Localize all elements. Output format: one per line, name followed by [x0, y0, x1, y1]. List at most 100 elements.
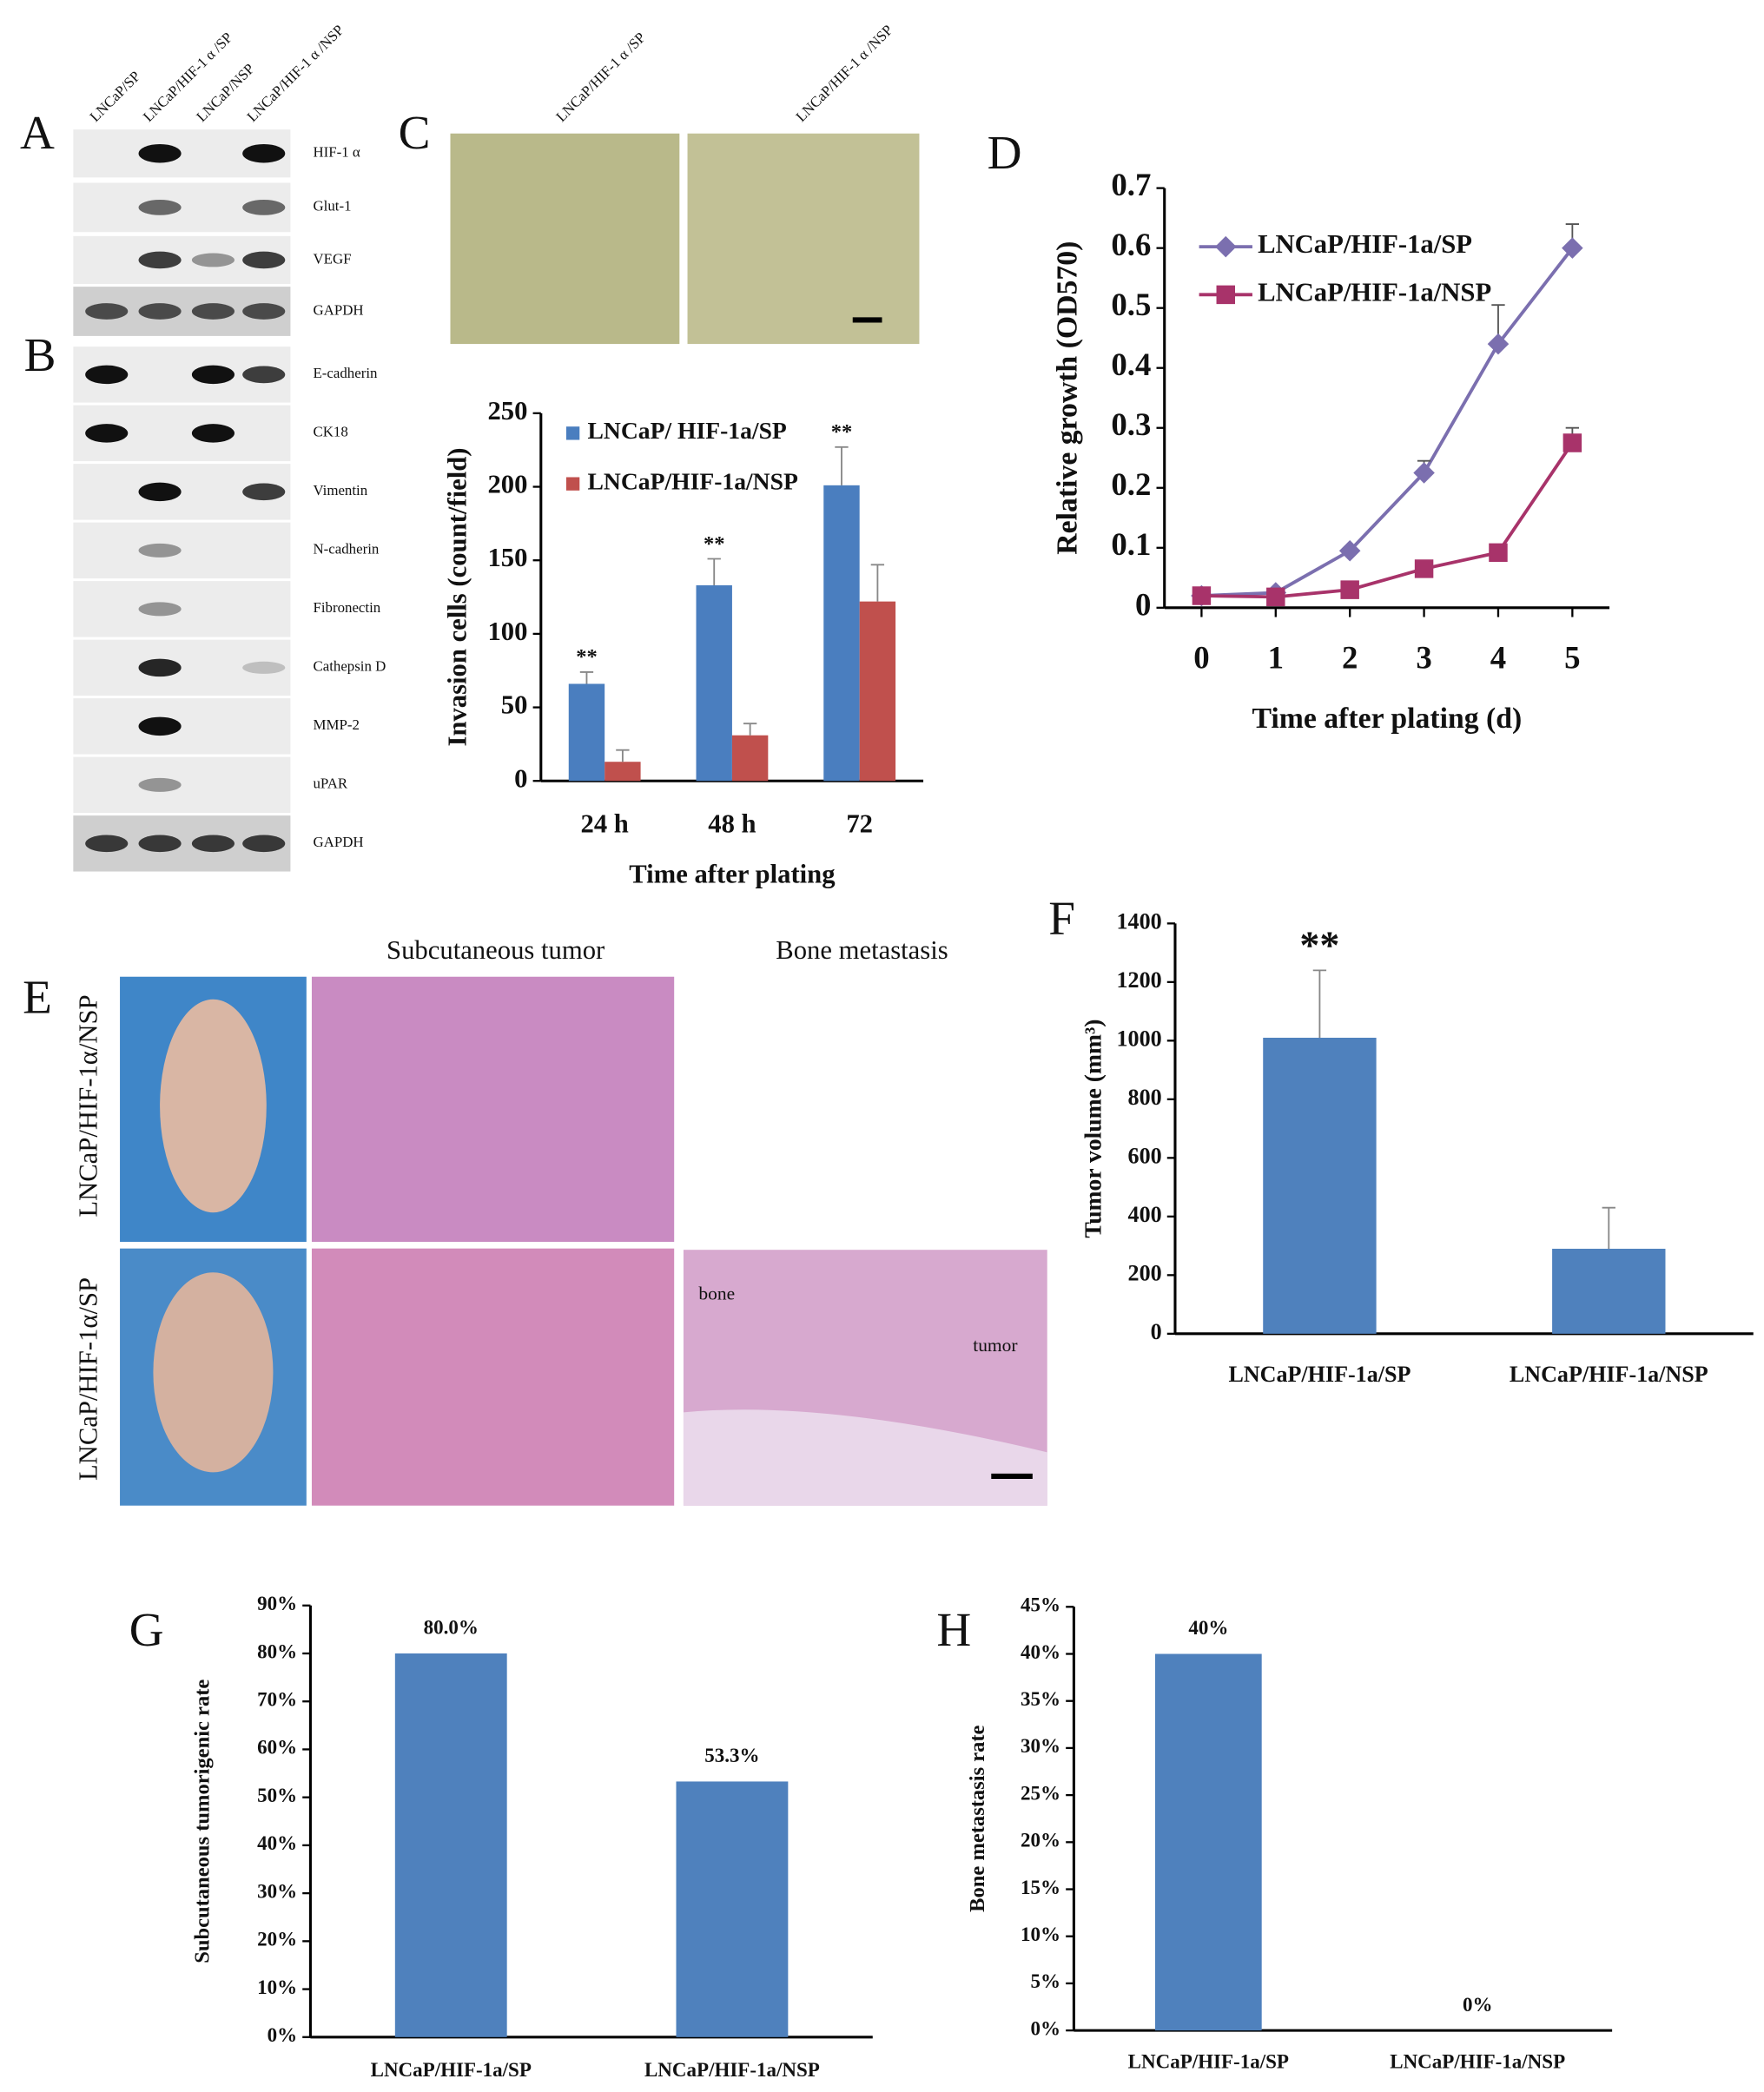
- y-tick-label: 40%: [1021, 1641, 1060, 1663]
- y-tick-label: 45%: [1021, 1594, 1060, 1616]
- image-label: tumor: [973, 1335, 1017, 1356]
- mouse: [153, 1272, 274, 1473]
- blot-band: [191, 424, 235, 443]
- protein-label: Glut-1: [313, 198, 351, 214]
- y-tick-label: 5%: [1031, 1970, 1061, 1992]
- x-tick-label: 72: [846, 808, 873, 838]
- annotation: **: [1299, 922, 1339, 967]
- error-bar: [870, 564, 885, 602]
- micrograph: [450, 133, 680, 345]
- blot-band: [242, 661, 286, 674]
- bar: [1552, 1248, 1666, 1334]
- y-tick-label: 250: [487, 396, 527, 426]
- blot-band: [138, 716, 182, 736]
- x-axis-title: Time after plating: [629, 860, 836, 889]
- lane-label: LNCaP/HIF-1 α /SP: [140, 30, 235, 125]
- error-bar: [1602, 1206, 1615, 1249]
- x-tick-label: LNCaP/HIF-1a/SP: [371, 2059, 532, 2081]
- bar: [394, 1653, 507, 2037]
- bar: [823, 485, 860, 782]
- blot-band: [242, 251, 286, 269]
- marker: [1340, 580, 1359, 599]
- mouse: [160, 999, 267, 1213]
- x-tick-label: 4: [1490, 640, 1506, 676]
- y-tick-label: 10%: [1021, 1924, 1060, 1945]
- x-tick-label: 3: [1416, 640, 1431, 676]
- legend-label: LNCaP/HIF-1a/SP: [1258, 229, 1472, 259]
- y-tick-label: 80%: [257, 1640, 297, 1662]
- y-tick-label: 0: [1151, 1319, 1162, 1344]
- error-bar: [616, 749, 630, 762]
- blot-band: [138, 199, 182, 215]
- y-tick-label: 50%: [257, 1785, 297, 1806]
- blot-band: [138, 835, 182, 853]
- marker: [1562, 433, 1582, 452]
- x-axis-title: Time after plating (d): [1252, 703, 1522, 735]
- bar: [676, 1781, 789, 2037]
- blot-band: [242, 199, 286, 215]
- blot-band: [138, 251, 182, 269]
- bar: [1263, 1037, 1377, 1334]
- blot-band: [242, 143, 286, 163]
- error-bar: [579, 670, 594, 684]
- marker: [1489, 543, 1508, 563]
- protein-label: GAPDH: [313, 834, 363, 850]
- x-tick-label: 0: [1193, 640, 1209, 676]
- panel-letter: B: [24, 328, 56, 381]
- panel-letter: G: [129, 1603, 164, 1656]
- annotation: **: [831, 420, 853, 444]
- column-header: Bone metastasis: [776, 935, 948, 965]
- y-tick-label: 200: [487, 470, 527, 499]
- blot-band: [138, 303, 182, 320]
- micrograph: [687, 133, 920, 345]
- blot-strip: [73, 756, 291, 814]
- x-tick-label: LNCaP/HIF-1a/SP: [1228, 1362, 1411, 1387]
- bar: [859, 601, 896, 782]
- bar: [696, 584, 732, 782]
- line: [1201, 441, 1574, 599]
- y-tick-label: 0.5: [1111, 287, 1151, 322]
- value-label: 80.0%: [424, 1617, 479, 1639]
- y-tick-label: 35%: [1021, 1688, 1060, 1710]
- y-tick-label: 200: [1128, 1260, 1162, 1285]
- bone-region: [683, 1409, 1047, 1506]
- y-tick-label: 150: [487, 543, 527, 572]
- x-tick-label: LNCaP/HIF-1a/NSP: [644, 2059, 820, 2081]
- value-label: 53.3%: [704, 1745, 759, 1766]
- protein-label: HIF-1 α: [313, 144, 360, 161]
- y-tick-label: 1400: [1117, 908, 1162, 934]
- lane-label: LNCaP/HIF-1 α /NSP: [244, 22, 347, 125]
- y-tick-label: 0.4: [1111, 346, 1151, 382]
- row-label: LNCaP/HIF-1α/SP: [73, 1277, 102, 1481]
- y-tick-label: 10%: [257, 1977, 297, 1998]
- panel-letter: D: [988, 126, 1022, 179]
- value-label: 0%: [1463, 1994, 1493, 2016]
- x-tick-label: 24 h: [580, 808, 628, 838]
- y-axis-title: Invasion cells (count/field): [442, 448, 472, 747]
- y-tick-label: 0.3: [1111, 406, 1151, 442]
- panel-letter: H: [936, 1603, 971, 1656]
- legend-marker: [1216, 285, 1236, 305]
- protein-label: uPAR: [313, 775, 347, 792]
- image-label: LNCaP/HIF-1 α /SP: [552, 30, 648, 125]
- y-axis-title: Bone metastasis rate: [966, 1725, 989, 1911]
- y-tick-label: 50: [501, 690, 528, 720]
- y-tick-label: 1200: [1117, 967, 1162, 993]
- y-tick-label: 800: [1128, 1085, 1162, 1110]
- blot-band: [138, 143, 182, 163]
- y-tick-label: 0: [514, 763, 527, 793]
- x-tick-label: 1: [1268, 640, 1284, 676]
- bar: [731, 735, 769, 782]
- y-tick-label: 20%: [257, 1929, 297, 1950]
- blot-band: [242, 366, 286, 384]
- y-axis-title: Relative growth (OD570): [1052, 241, 1084, 555]
- bar: [1154, 1653, 1262, 2031]
- blot-band: [138, 482, 182, 502]
- bar: [568, 683, 605, 782]
- error-bar: [743, 723, 757, 736]
- image-label: bone: [698, 1283, 735, 1303]
- legend-marker: [1214, 235, 1237, 258]
- blot-band: [138, 658, 182, 677]
